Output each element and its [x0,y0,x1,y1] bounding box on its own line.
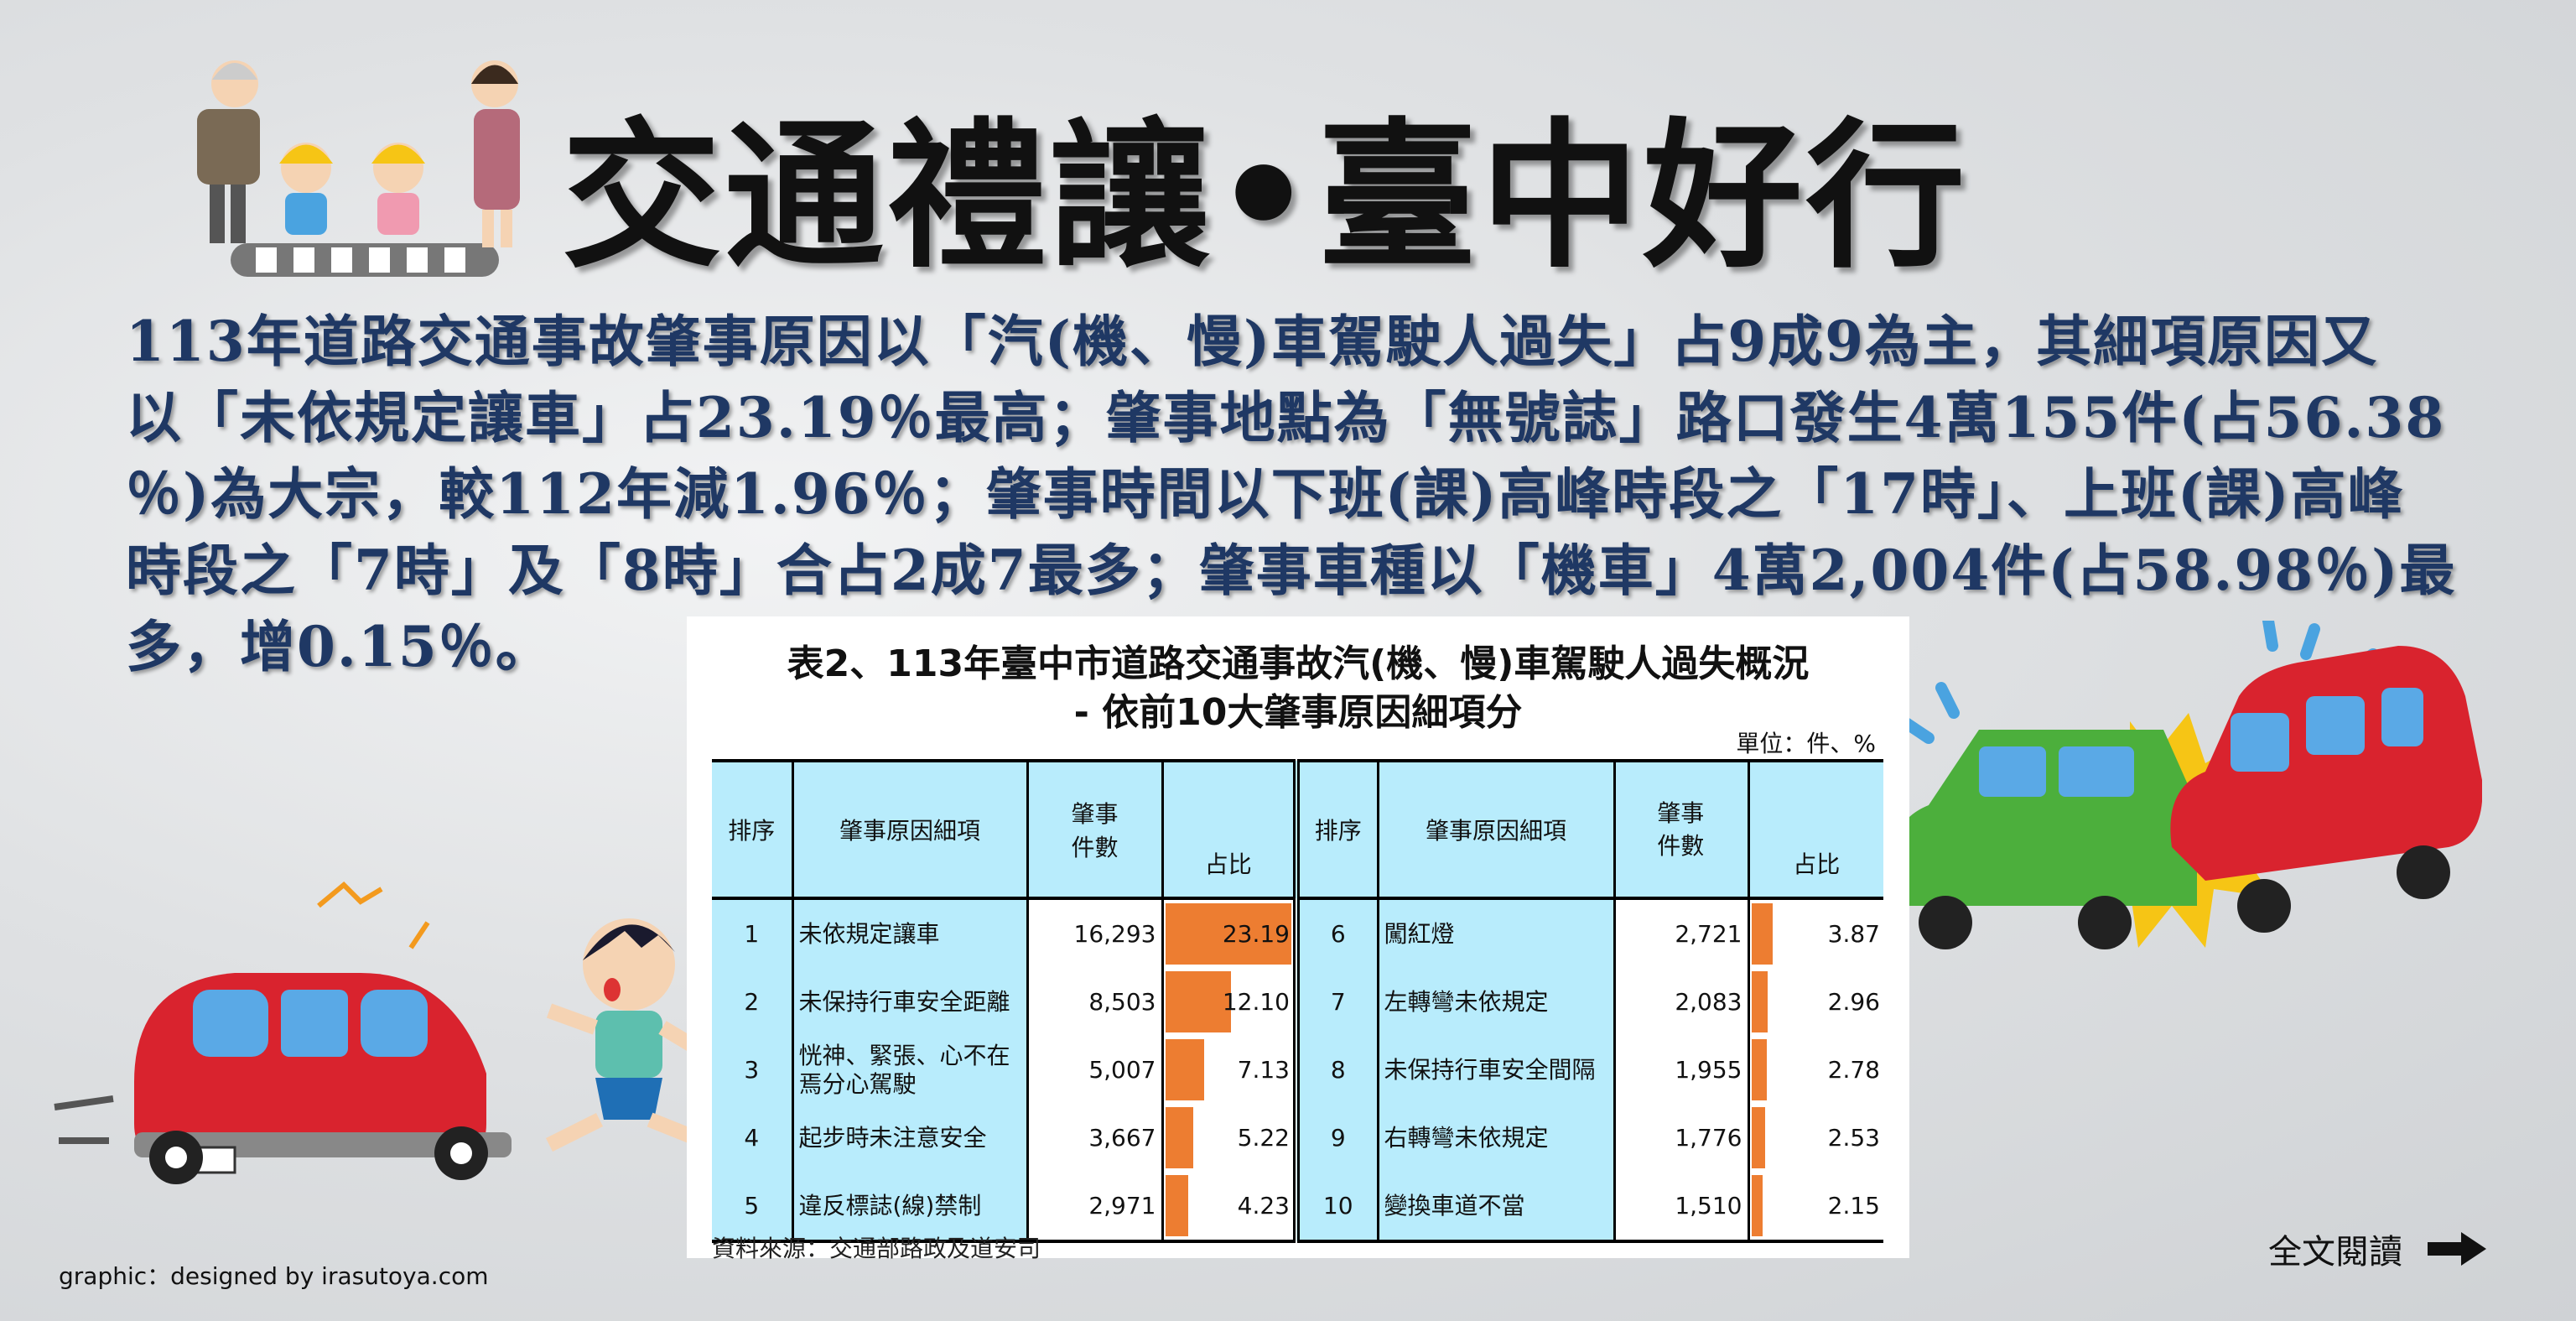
summary-paragraph: 113年道路交通事故肇事原因以「汽(機、慢)車駕駛人過失」占9成9為主，其細項原… [126,304,2465,685]
rank-cell: 3 [712,1036,794,1104]
share-value: 23.19 [1222,920,1290,948]
header-count-line2: 件數 [1071,834,1119,861]
share-value: 2.78 [1827,1056,1880,1084]
rank-cell: 10 [1296,1172,1379,1243]
arrow-right-icon [2428,1232,2486,1266]
count-cell: 16,293 [1027,898,1164,968]
rank-cell: 7 [1296,968,1379,1036]
share-cell: 12.10 [1162,968,1300,1036]
header-share: 占比 [1162,759,1300,900]
page-title: 交通禮讓•臺中好行 [562,104,1969,289]
cause-cell: 變換車道不當 [1378,1172,1616,1243]
header-count-label: 肇事件數 [1657,798,1705,860]
statistics-table-panel: 表2、113年臺中市道路交通事故汽(機、慢)車駕駛人過失概況 - 依前10大肇事… [687,616,1909,1262]
count-cell: 8,503 [1027,968,1164,1036]
rank-cell: 8 [1296,1036,1379,1104]
cause-cell: 起步時未注意安全 [792,1104,1029,1172]
share-value: 7.13 [1237,1056,1290,1084]
table-row: 2 未保持行車安全距離 8,503 12.10 7 左轉彎未依規定 2,083 2.96 [712,968,1883,1036]
share-cell: 2.53 [1748,1104,1883,1172]
share-value: 2.53 [1827,1124,1880,1152]
table-row: 4 起步時未注意安全 3,667 5.22 9 右轉彎未依規定 1,776 2.53 [712,1104,1883,1172]
count-cell: 5,007 [1027,1036,1164,1104]
share-bar [1165,1175,1188,1236]
summary-line: 113年道路交通事故肇事原因以「汽(機、慢)車駕駛人過失」占9成9為主，其細項原… [126,309,2379,374]
share-cell: 2.78 [1748,1036,1883,1104]
cause-cell: 恍神、緊張、心不在焉分心駕駛 [792,1036,1029,1104]
car-and-boy-illustration [54,881,736,1184]
share-bar [1165,1107,1194,1168]
header-rank: 排序 [1296,759,1379,900]
summary-line: 多，增0.15％。 [126,614,553,679]
read-full-text-label: 全文閱讀 [2268,1233,2402,1272]
rank-cell: 5 [712,1172,794,1243]
count-cell: 1,955 [1614,1036,1750,1104]
table-row: 1 未依規定讓車 16,293 23.19 6 闖紅燈 2,721 3.87 [712,898,1883,968]
table-row: 5 違反標誌(線)禁制 2,971 4.23 10 變換車道不當 1,510 2.15 [712,1172,1883,1243]
table-title: 表2、113年臺中市道路交通事故汽(機、慢)車駕駛人過失概況 [787,642,1810,685]
count-cell: 3,667 [1027,1104,1164,1172]
rank-cell: 2 [712,968,794,1036]
rank-cell: 1 [712,898,794,968]
rank-cell: 9 [1296,1104,1379,1172]
share-bar [1751,1175,1763,1236]
header-share: 占比 [1748,759,1883,900]
share-bar [1751,971,1768,1032]
share-bar [1751,903,1773,965]
cause-cell: 未依規定讓車 [792,898,1029,968]
header-cause: 肇事原因細項 [792,759,1029,900]
cause-cell: 闖紅燈 [1378,898,1616,968]
table-row: 3 恍神、緊張、心不在焉分心駕駛 5,007 7.13 8 未保持行車安全間隔 1,955 2… [712,1036,1883,1104]
rank-cell: 4 [712,1104,794,1172]
summary-line: 時段之「7時」及「8時」合占2成7最多；肇事車種以「機車」4萬2,004件(占5… [126,538,2457,603]
car-crash-illustration [1893,621,2482,949]
share-bar [1165,971,1232,1032]
header-count: 肇事件數 [1614,759,1750,900]
cause-cell: 右轉彎未依規定 [1378,1104,1616,1172]
table-source: 資料來源：交通部路政及道安司 [712,1235,1041,1262]
graphic-credit: graphic：designed by irasutoya.com [59,1262,489,1290]
share-cell: 2.96 [1748,968,1883,1036]
share-cell: 7.13 [1162,1036,1300,1104]
share-bar [1751,1107,1765,1168]
header-count: 肇事件數 [1027,759,1164,900]
share-value: 12.10 [1222,988,1290,1016]
share-value: 3.87 [1827,920,1880,948]
cause-cell: 左轉彎未依規定 [1378,968,1616,1036]
share-value: 4.23 [1237,1192,1290,1220]
share-cell: 2.15 [1748,1172,1883,1243]
table-header-row: 排序 肇事原因細項 肇事 件數 占比 排序 肇事原因細項 肇事件數 占比 [712,759,1883,900]
cause-cell: 未保持行車安全距離 [792,968,1029,1036]
cause-cell: 未保持行車安全間隔 [1378,1036,1616,1104]
share-bar [1165,1039,1204,1100]
count-cell: 1,776 [1614,1104,1750,1172]
count-cell: 2,721 [1614,898,1750,968]
share-cell: 4.23 [1162,1172,1300,1243]
header-count-line1: 肇事 [1071,800,1119,828]
count-cell: 2,971 [1027,1172,1164,1243]
share-value: 2.96 [1827,988,1880,1016]
table-subtitle: - 依前10大肇事原因細項分 [1073,691,1523,734]
cause-cell: 違反標誌(線)禁制 [792,1172,1029,1243]
count-cell: 1,510 [1614,1172,1750,1243]
summary-line: 以「未依規定讓車」占23.19％最高；肇事地點為「無號誌」路口發生4萬155件(… [126,385,2446,450]
pedestrian-family-illustration [197,60,520,277]
rank-cell: 6 [1296,898,1379,968]
share-cell: 23.19 [1162,898,1300,968]
header-cause: 肇事原因細項 [1378,759,1616,900]
summary-line: ％)為大宗，較112年減1.96％；肇事時間以下班(課)高峰時段之「17時」、上… [126,461,2405,527]
share-cell: 3.87 [1748,898,1883,968]
share-bar [1165,903,1292,965]
share-bar [1751,1039,1767,1100]
count-cell: 2,083 [1614,968,1750,1036]
table-unit: 單位：件、% [1736,730,1876,757]
cause-table: 排序 肇事原因細項 肇事 件數 占比 排序 肇事原因細項 肇事件數 占比 1 未依規… [712,759,1883,1243]
share-cell: 5.22 [1162,1104,1300,1172]
read-full-text-link[interactable]: 全文閱讀 [2268,1225,2486,1273]
share-value: 2.15 [1827,1192,1880,1220]
header-rank: 排序 [712,759,794,900]
share-value: 5.22 [1237,1124,1290,1152]
